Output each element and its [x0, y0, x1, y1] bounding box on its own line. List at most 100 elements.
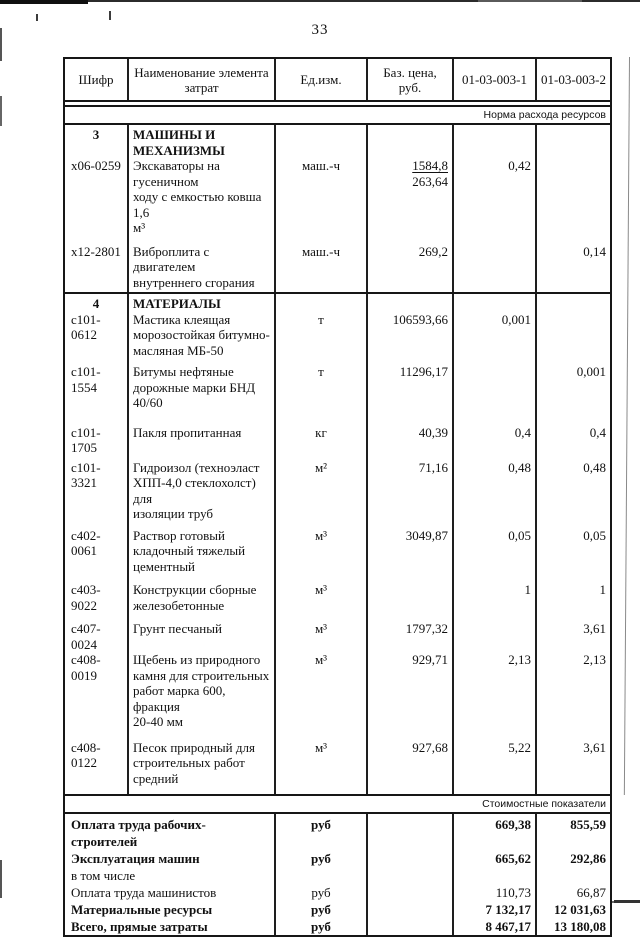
resource-name: Раствор готовый кладочный тяжелый цемент… — [127, 527, 274, 582]
empty-cell — [366, 867, 452, 884]
base-price-numerator: 1584,8 — [412, 158, 448, 173]
norm-value-2: 0,05 — [535, 527, 610, 582]
resource-code: с407-0024 — [71, 621, 101, 652]
scan-artifact-tick — [109, 11, 111, 20]
resource-row: с101-0612 Мастика клеящая морозостойкая б… — [65, 311, 610, 364]
resource-row: с101-3321 Гидроизол (техноэласт ХПП-4,0 с… — [65, 459, 610, 528]
cost-band-label: Стоимостные показатели — [65, 794, 610, 814]
resource-code: с101-0612 — [71, 311, 101, 343]
summary-unit: руб — [274, 814, 366, 850]
column-header-5: 01-03-003-2 — [535, 59, 610, 100]
base-price: 3049,87 — [366, 527, 452, 582]
norm-value-2: 0,4 — [535, 424, 610, 460]
summary-value-2: 12 031,63 — [535, 901, 610, 918]
summary-unit: руб — [274, 850, 366, 867]
summary-row: Материальные ресурсы руб 7 132,17 12 031,63 — [65, 901, 610, 918]
resource-code: х12-2801 — [71, 243, 121, 259]
norm-value-2 — [535, 311, 610, 364]
empty-cell — [366, 918, 452, 935]
summary-row: Всего, прямые затраты руб 8 467,17 13 180,0… — [65, 918, 610, 935]
column-header-4: 01-03-003-1 — [452, 59, 535, 100]
summary-label: Оплата труда рабочих-строителей — [71, 817, 206, 849]
resource-unit: м³ — [274, 652, 366, 740]
resource-name: Конструкции сборные железобетонные — [127, 582, 274, 621]
norm-value-1: 0,42 — [452, 158, 535, 244]
resource-code: с101-1554 — [71, 364, 101, 395]
resource-unit: м³ — [274, 621, 366, 652]
summary-row: Эксплуатация машин руб 665,62 292,86 — [65, 850, 610, 867]
norm-value-1: 0,4 — [452, 424, 535, 460]
resource-name: Виброплита с двигателем внутреннего сгор… — [127, 243, 274, 292]
empty-cell — [452, 294, 535, 312]
summary-value-1: 669,38 — [452, 814, 535, 850]
summary-label: Материальные ресурсы — [71, 902, 213, 917]
norm-value-1 — [452, 243, 535, 292]
resource-code: с403-9022 — [71, 582, 101, 613]
resource-row: с408-0122 Песок природный для строительны… — [65, 739, 610, 794]
norm-value-2: 0,48 — [535, 459, 610, 528]
resource-name: Щебень из природного камня для строитель… — [127, 652, 274, 740]
base-price: 929,71 — [366, 652, 452, 740]
base-price: 1797,32 — [366, 621, 452, 652]
summary-value-2: 13 180,08 — [535, 918, 610, 935]
norm-value-2: 2,13 — [535, 652, 610, 740]
section-header-row: 4 МАТЕРИАЛЫ — [65, 294, 610, 312]
summary-unit: руб — [274, 918, 366, 935]
resource-code: с101-3321 — [71, 459, 101, 491]
summary-label: в том числе — [71, 868, 136, 883]
resource-row: с402-0061 Раствор готовый кладочный тяжел… — [65, 527, 610, 582]
scan-artifact-left-edge — [0, 28, 2, 61]
section-number: 3 — [92, 127, 100, 142]
base-price: 40,39 — [366, 424, 452, 460]
empty-cell — [535, 125, 610, 158]
norm-value-1 — [452, 364, 535, 425]
norm-value-1: 2,13 — [452, 652, 535, 740]
resource-unit: маш.-ч — [274, 158, 366, 244]
section-header-row: 3 МАШИНЫ И МЕХАНИЗМЫ — [65, 125, 610, 158]
column-header-0: Шифр — [78, 72, 114, 87]
base-price: 269,2 — [366, 243, 452, 292]
summary-row: Оплата труда машинистов руб 110,73 66,87 — [65, 884, 610, 901]
summary-unit: руб — [274, 901, 366, 918]
empty-cell — [366, 125, 452, 158]
resource-code: с402-0061 — [71, 527, 101, 559]
empty-cell — [366, 901, 452, 918]
summary-value-2: 292,86 — [535, 850, 610, 867]
scan-artifact-top-gray — [478, 0, 582, 2]
base-price: 106593,66 — [366, 311, 452, 364]
resource-unit: м³ — [274, 739, 366, 794]
resource-name: Битумы нефтяные дорожные марки БНД 40/60 — [127, 364, 274, 425]
resource-name: Экскаваторы на гусеничном ходу с емкость… — [127, 158, 274, 244]
empty-cell — [274, 125, 366, 158]
summary-label: Эксплуатация машин — [71, 851, 200, 866]
scan-artifact-top-thick — [0, 0, 88, 4]
summary-block: Оплата труда рабочих-строителей руб 669,38… — [65, 814, 610, 935]
scan-artifact-left-edge — [0, 860, 2, 898]
column-header-3: Баз. цена, руб. — [366, 59, 452, 100]
resource-name: Грунт песчаный — [127, 621, 274, 652]
norm-value-2 — [535, 158, 610, 244]
column-header-2: Ед.изм. — [274, 59, 366, 100]
empty-cell — [452, 125, 535, 158]
scan-artifact-left-edge — [0, 96, 2, 126]
section-number: 4 — [92, 296, 100, 311]
summary-row: Оплата труда рабочих-строителей руб 669,38… — [65, 814, 610, 850]
resources-band-label: Норма расхода ресурсов — [65, 105, 610, 125]
norm-value-2: 3,61 — [535, 739, 610, 794]
norm-value-1: 0,05 — [452, 527, 535, 582]
resource-row: х06-0259 Экскаваторы на гусеничном ходу с… — [65, 158, 610, 244]
section-4: 4 МАТЕРИАЛЫ с101-0612 Мастика клеящая мороз… — [65, 292, 610, 794]
summary-unit — [274, 867, 366, 884]
norm-value-2: 3,61 — [535, 621, 610, 652]
resource-unit: м³ — [274, 582, 366, 621]
summary-row: в том числе — [65, 867, 610, 884]
resource-code: с408-0019 — [71, 652, 101, 683]
resource-unit: маш.-ч — [274, 243, 366, 292]
empty-cell — [366, 850, 452, 867]
table-header-row: Шифр Наименование элемента затрат Ед.изм. Б… — [65, 57, 610, 102]
resource-unit: т — [274, 311, 366, 364]
resource-unit: м³ — [274, 527, 366, 582]
resource-row: х12-2801 Виброплита с двигателем внутренн… — [65, 243, 610, 292]
base-price: 927,68 — [366, 739, 452, 794]
